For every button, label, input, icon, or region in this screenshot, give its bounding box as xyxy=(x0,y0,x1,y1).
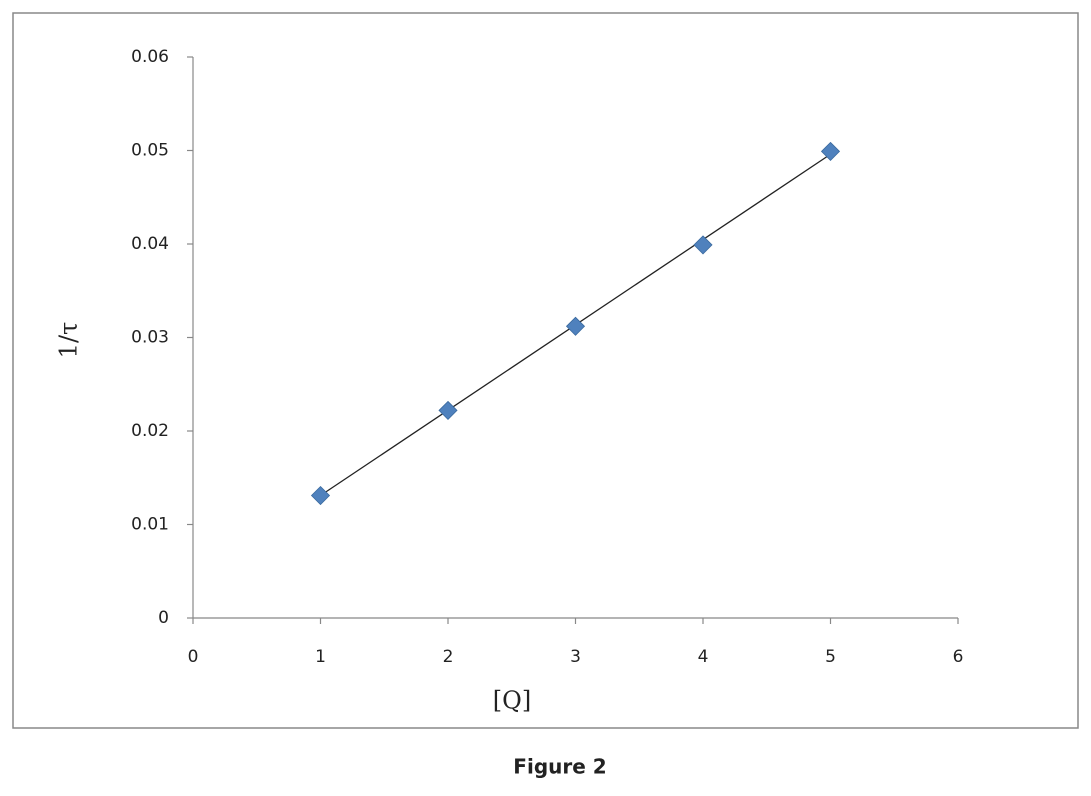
data-point xyxy=(310,485,331,506)
x-tick-label: 4 xyxy=(698,647,709,667)
y-tick-label: 0.04 xyxy=(131,234,169,254)
y-axis-title: 1/τ xyxy=(55,322,83,359)
x-tick-label: 3 xyxy=(570,647,581,667)
x-tick-label: 5 xyxy=(825,647,836,667)
x-tick-label: 2 xyxy=(443,647,454,667)
y-tick-label: 0.03 xyxy=(131,328,169,348)
x-tick-label: 0 xyxy=(188,647,199,667)
data-point xyxy=(438,400,458,420)
x-tick-label: 1 xyxy=(315,647,326,667)
y-tick-label: 0.02 xyxy=(131,421,169,441)
x-tick-label: 6 xyxy=(953,647,964,667)
caption: Figure 2 xyxy=(513,755,606,779)
y-tick-label: 0.05 xyxy=(131,141,169,161)
y-tick-label: 0.06 xyxy=(131,47,169,67)
chart-frame xyxy=(12,12,1079,729)
y-tick-label: 0.01 xyxy=(131,515,169,535)
x-axis-title: [Q] xyxy=(493,687,531,715)
data-point xyxy=(693,235,713,255)
data-point xyxy=(565,316,586,336)
y-tick-label: 0 xyxy=(158,608,169,628)
data-point xyxy=(820,141,841,162)
